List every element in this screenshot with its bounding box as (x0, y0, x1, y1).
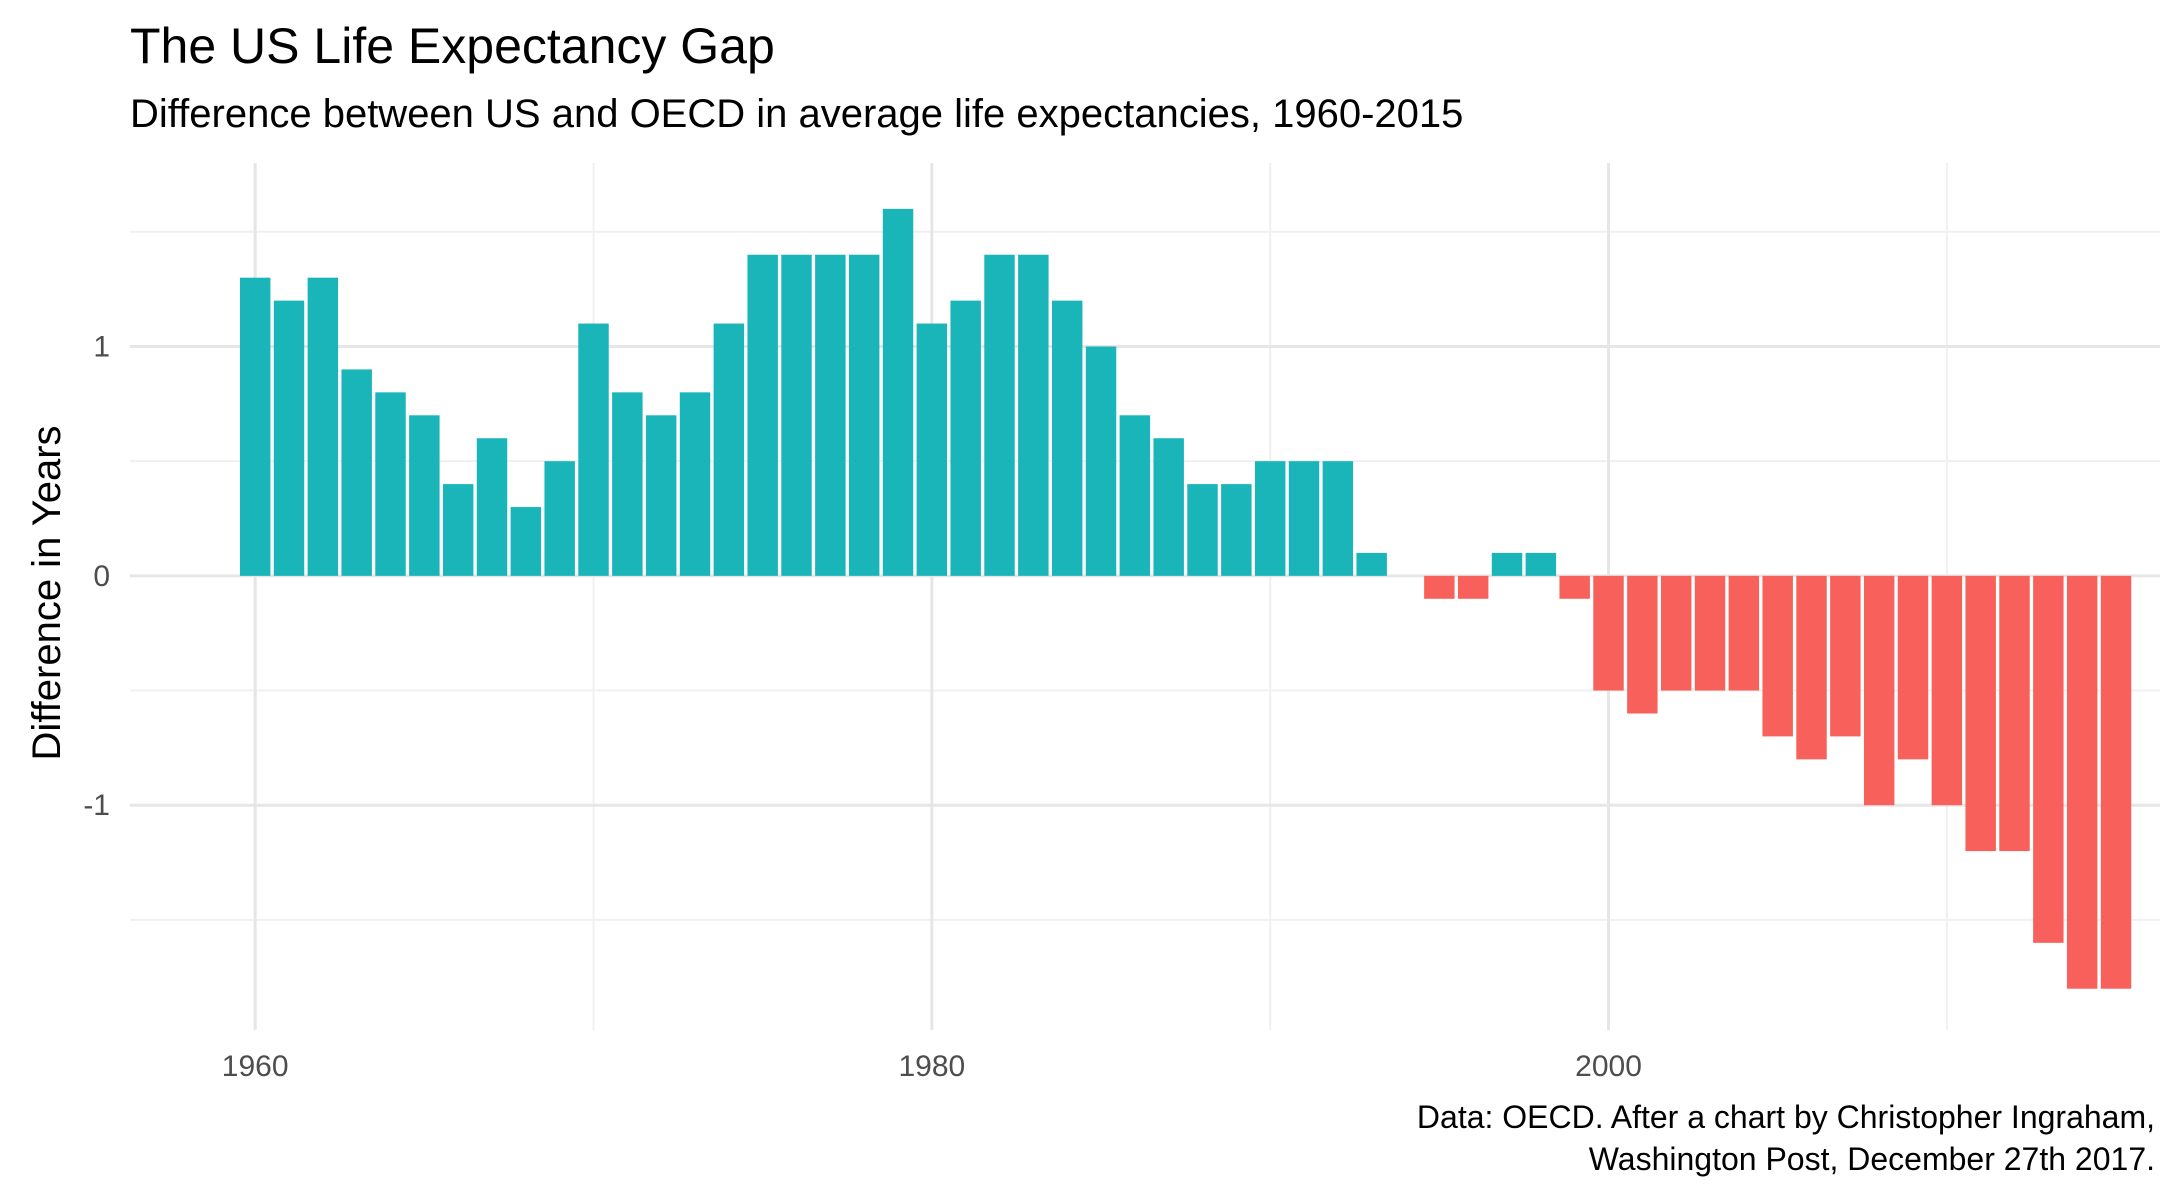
x-tick-label: 1960 (222, 1050, 289, 1083)
bar-1996 (1457, 575, 1489, 599)
x-tick-label: 2000 (1575, 1050, 1642, 1083)
bar-1966 (442, 484, 474, 576)
bar-1981 (950, 300, 981, 576)
bar-2000 (1593, 575, 1624, 691)
bar-1983 (1018, 254, 1049, 576)
caption-line-1: Data: OECD. After a chart by Christopher… (1416, 1099, 2155, 1135)
y-axis-ticks: -1 0 1 (83, 330, 110, 822)
bar-1960 (239, 277, 271, 576)
bar-2015 (2100, 575, 2132, 989)
bar-1971 (612, 392, 643, 576)
y-axis-title: Difference in Years (25, 425, 69, 760)
bar-1961 (273, 300, 305, 576)
bar-1985 (1085, 346, 1117, 576)
bar-1968 (510, 507, 542, 576)
bar-1992 (1322, 461, 1354, 576)
bar-1990 (1254, 461, 1286, 576)
bar-2005 (1762, 575, 1793, 737)
bar-1987 (1153, 438, 1184, 576)
bar-1962 (307, 277, 339, 576)
bar-1974 (713, 323, 745, 576)
bar-2010 (1931, 575, 1963, 806)
y-tick-label: -1 (83, 789, 110, 822)
bar-2006 (1796, 575, 1827, 760)
y-tick-label: 0 (93, 560, 110, 593)
bar-1984 (1051, 300, 1083, 576)
bar-1986 (1119, 415, 1151, 576)
bar-1963 (341, 369, 372, 576)
bar-1993 (1356, 552, 1387, 576)
bar-1998 (1525, 552, 1557, 576)
bar-2003 (1694, 575, 1726, 691)
bar-1988 (1187, 484, 1218, 576)
y-tick-label: 1 (93, 330, 110, 363)
bar-1997 (1491, 552, 1523, 576)
bar-1969 (544, 461, 575, 576)
bar-1995 (1424, 575, 1455, 599)
bar-1977 (815, 254, 846, 576)
caption: Data: OECD. After a chart by Christopher… (1417, 1096, 2155, 1180)
bar-2007 (1830, 575, 1861, 737)
bar-1982 (984, 254, 1015, 576)
bar-1999 (1559, 575, 1590, 599)
bar-1979 (882, 208, 914, 576)
chart-subtitle: Difference between US and OECD in averag… (130, 92, 1464, 136)
bar-1975 (747, 254, 778, 576)
bar-2012 (1999, 575, 2030, 852)
bar-1978 (848, 254, 880, 576)
bar-2013 (2033, 575, 2064, 943)
bar-1973 (679, 392, 711, 576)
bar-1970 (578, 323, 609, 576)
x-axis-ticks: 1960 1980 2000 (222, 1050, 1642, 1083)
caption-line-2: Washington Post, December 27th 2017. (1588, 1141, 2155, 1177)
bar-1991 (1288, 461, 1320, 576)
bar-2008 (1863, 575, 1895, 806)
bar-2009 (1897, 575, 1929, 760)
bar-1989 (1221, 484, 1252, 576)
bar-2011 (1965, 575, 1996, 852)
bar-1972 (645, 415, 677, 576)
x-tick-label: 1980 (898, 1050, 965, 1083)
bars (239, 208, 2132, 989)
chart-title: The US Life Expectancy Gap (130, 18, 775, 74)
bar-2004 (1728, 575, 1760, 691)
bar-1964 (375, 392, 406, 576)
bar-1976 (781, 254, 812, 576)
bar-2001 (1627, 575, 1658, 714)
bar-2014 (2066, 575, 2098, 989)
bar-1965 (409, 415, 440, 576)
bar-1967 (476, 438, 508, 576)
bar-2002 (1660, 575, 1692, 691)
bar-1980 (916, 323, 948, 576)
